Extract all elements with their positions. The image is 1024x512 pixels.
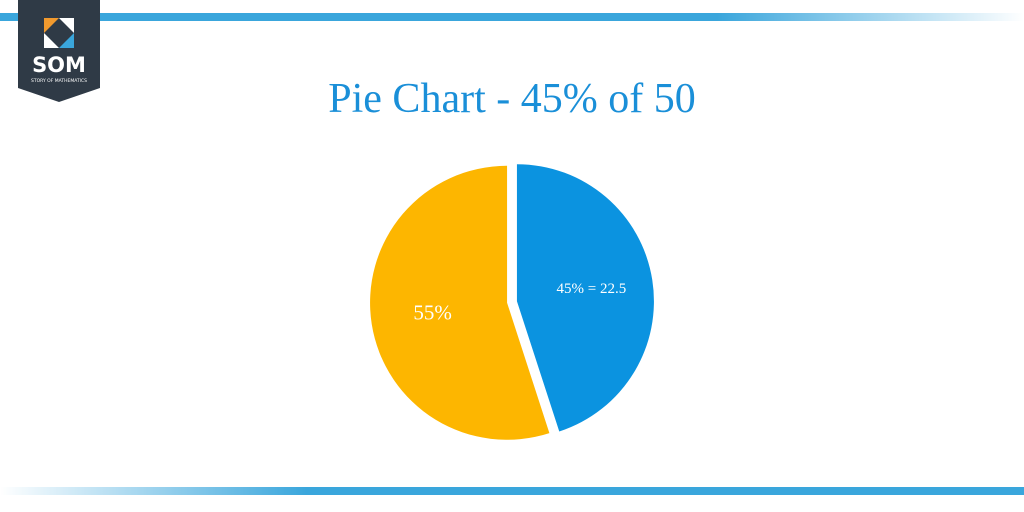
logo-subtitle: STORY OF MATHEMATICS [31,78,87,84]
logo-icon [44,33,59,48]
pie-slice [370,165,550,440]
bottom-stripe [0,487,1024,495]
data-label: 45% = 22.5 [557,281,627,297]
data-label: 55% [413,300,452,324]
logo-text: SOM [32,53,86,77]
top-stripe [0,13,1024,21]
logo-icon [59,33,74,48]
logo-icon [44,18,59,33]
chart-title: Pie Chart - 45% of 50 [328,76,695,122]
logo-icon [59,18,74,33]
logo: SOM STORY OF MATHEMATICS [18,0,100,102]
logo-badge [18,0,100,102]
pie-slice [516,164,654,432]
